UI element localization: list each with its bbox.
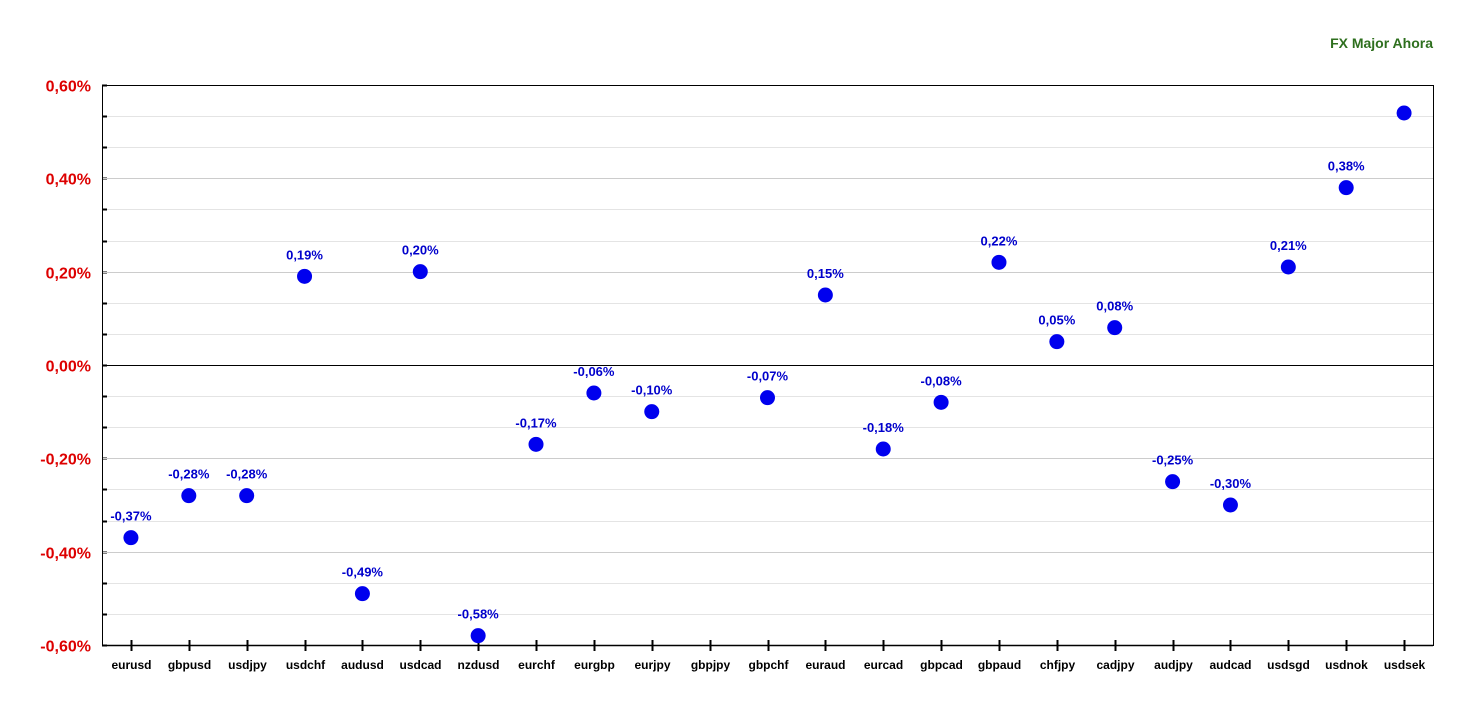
data-label: 0,21% [1270,238,1307,253]
x-tick-label: eurgbp [574,658,615,672]
data-label: -0,10% [631,383,673,398]
data-point [471,628,486,643]
x-tick-label: gbpchf [749,658,790,672]
data-label: 0,05% [1038,313,1075,328]
x-tick-label: eurchf [518,658,556,672]
y-tick-label: -0,20% [40,452,91,469]
x-tick-label: usdsek [1384,658,1426,672]
data-label: 0,38% [1328,159,1365,174]
y-tick-label: 0,20% [46,266,91,283]
data-label: -0,58% [458,607,500,622]
data-point [1281,260,1296,275]
data-point [876,442,891,457]
data-label: 0,15% [807,266,844,281]
data-label: 0,22% [981,233,1018,248]
data-point [355,586,370,601]
y-tick-label: 0,00% [46,359,91,376]
data-point [529,437,544,452]
x-tick-label: gbpcad [920,658,963,672]
x-tick-label: eurcad [864,658,903,672]
x-tick-label: usdjpy [228,658,267,672]
x-tick-label: gbpaud [978,658,1021,672]
x-tick-label: usdchf [286,658,326,672]
y-tick-label: -0,60% [40,639,91,656]
data-label: -0,06% [573,364,615,379]
data-label: -0,25% [1152,453,1194,468]
data-point [239,488,254,503]
data-point [1165,474,1180,489]
x-tick-label: eurusd [111,658,151,672]
x-tick-label: audusd [341,658,384,672]
data-label: -0,07% [747,369,789,384]
y-tick-label: 0,60% [46,79,91,96]
x-tick-label: audcad [1209,658,1251,672]
data-point [1107,320,1122,335]
data-point [818,288,833,303]
data-point [934,395,949,410]
data-label: -0,08% [921,373,963,388]
y-tick-label: -0,40% [40,546,91,563]
x-tick-label: audjpy [1154,658,1193,672]
data-label: -0,28% [168,467,210,482]
data-label: -0,18% [863,420,905,435]
data-label: -0,37% [110,509,152,524]
data-point [1223,498,1238,513]
data-label: 0,20% [402,243,439,258]
x-tick-label: eurjpy [634,658,670,672]
x-tick-label: gbpusd [168,658,211,672]
data-label: 0,08% [1096,299,1133,314]
data-point [1339,180,1354,195]
y-tick-label: 0,40% [46,172,91,189]
x-tick-label: usdnok [1325,658,1368,672]
data-label: -0,17% [515,415,557,430]
x-tick-label: cadjpy [1096,658,1134,672]
data-point [1049,334,1064,349]
x-tick-label: nzdusd [458,658,500,672]
x-tick-label: euraud [805,658,845,672]
x-tick-label: usdsgd [1267,658,1310,672]
data-point [991,255,1006,270]
data-point [297,269,312,284]
x-tick-label: usdcad [399,658,441,672]
data-point [586,386,601,401]
data-label: -0,28% [226,467,268,482]
data-label: 0,19% [286,247,323,262]
data-point [181,488,196,503]
x-tick-label: gbpjpy [691,658,731,672]
data-label: -0,49% [342,565,384,580]
data-point [1397,106,1412,121]
data-point [413,264,428,279]
x-tick-label: chfjpy [1040,658,1076,672]
data-label: -0,30% [1210,476,1252,491]
data-point [644,404,659,419]
data-point [760,390,775,405]
data-point [123,530,138,545]
